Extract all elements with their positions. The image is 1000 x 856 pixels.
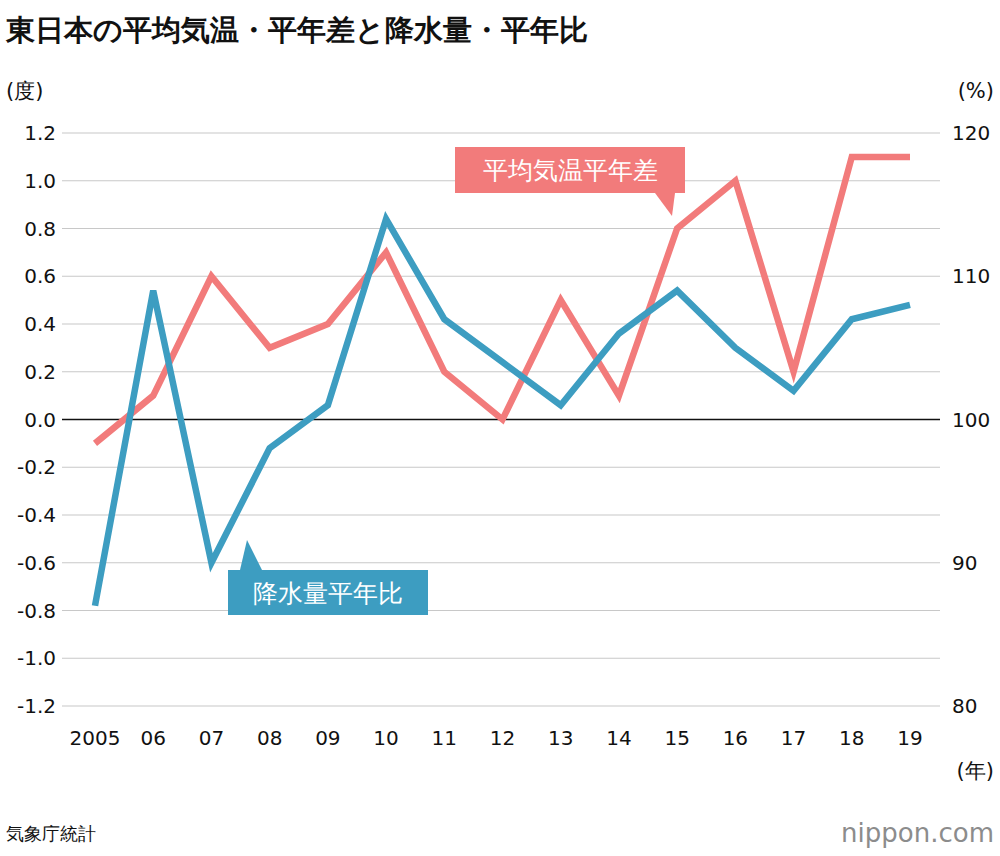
- title: 東日本の平均気温・平年差と降水量・平年比: [5, 13, 588, 47]
- y2-tick-label: 120: [952, 121, 990, 145]
- x-tick-label: 06: [140, 726, 165, 750]
- y-tick-label: -1.2: [17, 694, 56, 718]
- series-line: [95, 219, 910, 606]
- credit: nippon.com: [841, 818, 994, 848]
- grid-line: [62, 514, 940, 515]
- series-line: [95, 157, 910, 444]
- grid-line: [62, 610, 940, 611]
- y-tick-label: 0.2: [24, 360, 56, 384]
- x-tick-label: 2005: [70, 726, 121, 750]
- x-tick-label: 09: [315, 726, 340, 750]
- y-tick-label: 0.4: [24, 312, 56, 336]
- y-tick-label: -0.4: [17, 503, 56, 527]
- x-tick-label: 08: [257, 726, 282, 750]
- y2-tick-label: 100: [952, 408, 990, 432]
- grid: [62, 133, 940, 706]
- y2-axis-label: (%): [958, 79, 994, 103]
- y2-tick-label: 90: [952, 551, 977, 575]
- y-axis-label: (度): [6, 79, 43, 103]
- legend-label: 平均気温平年差: [483, 156, 658, 185]
- lines: [95, 157, 910, 606]
- y2-tick-label: 80: [952, 694, 977, 718]
- x-tick-label: 13: [548, 726, 573, 750]
- y-tick-label: 1.0: [24, 169, 56, 193]
- y-tick-label: -0.6: [17, 551, 56, 575]
- legend-label: 降水量平年比: [253, 579, 403, 608]
- callout-pointer: [655, 193, 675, 216]
- x-tick-label: 12: [490, 726, 515, 750]
- y-tick-label: 0.6: [24, 264, 56, 288]
- grid-line: [62, 228, 940, 229]
- x-tick-label: 15: [664, 726, 689, 750]
- y-tick-label: 1.2: [24, 121, 56, 145]
- y-tick-label: -0.8: [17, 599, 56, 623]
- y-tick-label: -0.2: [17, 455, 56, 479]
- callout-box: [455, 147, 685, 193]
- y2-tick-label: 110: [952, 264, 990, 288]
- y-tick-label: -1.0: [17, 646, 56, 670]
- callout-box: [228, 570, 428, 615]
- x-tick-label: 17: [781, 726, 806, 750]
- chart: 東日本の平均気温・平年差と降水量・平年比 (度) (%) (年) 1.2 1.0 0.8 0.…: [0, 0, 1000, 856]
- x-tick-label: 19: [897, 726, 922, 750]
- legend-callout: 平均気温平年差: [455, 147, 685, 216]
- x-tick-label: 14: [606, 726, 631, 750]
- x-axis-label: (年): [957, 759, 994, 783]
- x-tick-label: 18: [839, 726, 864, 750]
- x-tick-label: 11: [432, 726, 457, 750]
- callout-pointer: [240, 540, 262, 570]
- x-tick-label: 07: [199, 726, 224, 750]
- grid-line: [62, 658, 940, 659]
- y-tick-label: 0.8: [24, 217, 56, 241]
- y-tick-label: 0.0: [24, 408, 56, 432]
- legend-callout: 降水量平年比: [228, 540, 428, 615]
- x-tick-label: 10: [373, 726, 398, 750]
- grid-line: [62, 562, 940, 563]
- grid-line: [62, 276, 940, 277]
- source: 気象庁統計: [6, 823, 96, 844]
- grid-line: [62, 132, 940, 133]
- grid-line: [62, 705, 940, 706]
- x-tick-label: 16: [723, 726, 748, 750]
